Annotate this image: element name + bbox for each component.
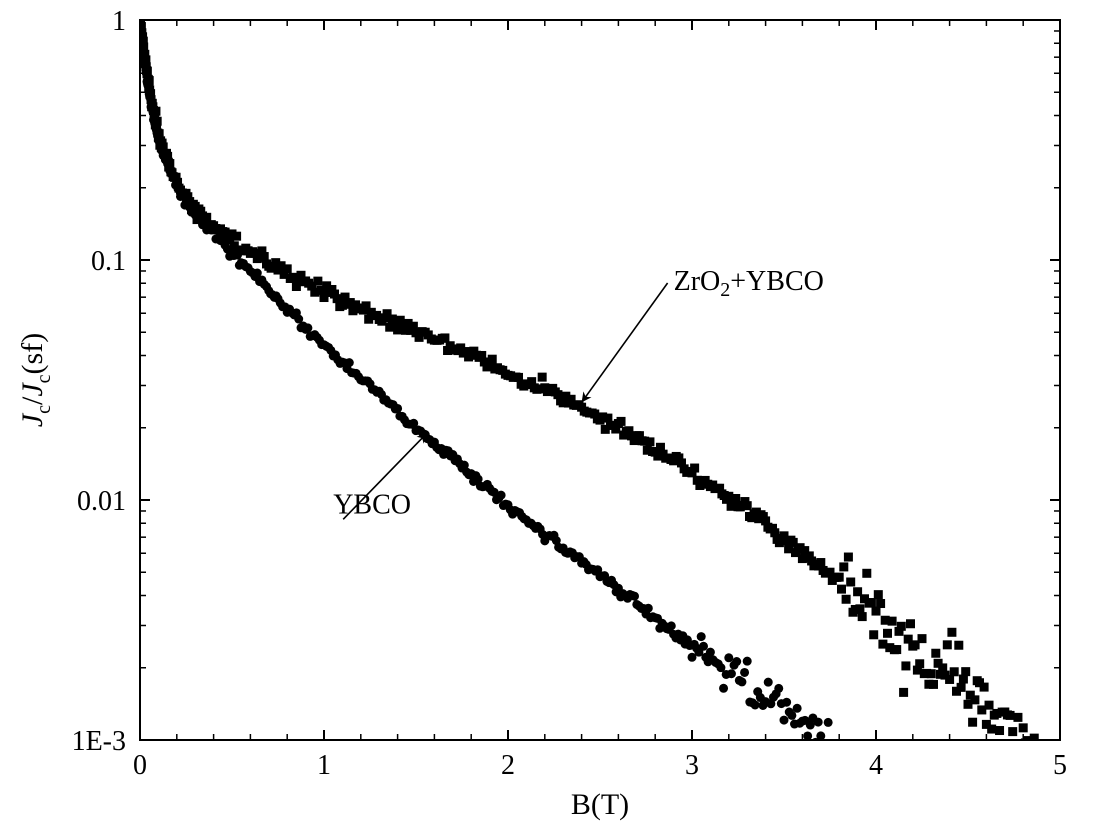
plot-frame bbox=[140, 20, 1060, 740]
series-YBCO bbox=[136, 17, 841, 757]
y-tick-label: 1 bbox=[112, 6, 126, 37]
x-tick-label: 5 bbox=[1053, 750, 1067, 781]
y-axis-label: Jc/Jc(sf) bbox=[16, 333, 55, 427]
x-tick-label: 3 bbox=[685, 750, 699, 781]
y-tick-label: 1E-3 bbox=[72, 726, 126, 757]
zro2-ybco-label-arrow bbox=[582, 283, 668, 402]
x-tick-label: 0 bbox=[133, 750, 147, 781]
x-axis-label: B(T) bbox=[571, 788, 629, 821]
y-tick-label: 0.1 bbox=[91, 246, 126, 277]
y-tick-label: 0.01 bbox=[77, 486, 126, 517]
zro2-ybco-label: ZrO2+YBCO bbox=[674, 266, 824, 301]
ybco-label: YBCO bbox=[333, 489, 411, 520]
x-tick-label: 4 bbox=[869, 750, 883, 781]
x-tick-label: 2 bbox=[501, 750, 515, 781]
x-tick-label: 1 bbox=[317, 750, 331, 781]
chart: 0 1 2 3 4 5 B(T) 1E-3 0.01 0.1 1 Jc/Jc(sf) ZrO2+YBCO… bbox=[0, 0, 1097, 838]
series-ZrO2+YBCO bbox=[136, 15, 1039, 767]
